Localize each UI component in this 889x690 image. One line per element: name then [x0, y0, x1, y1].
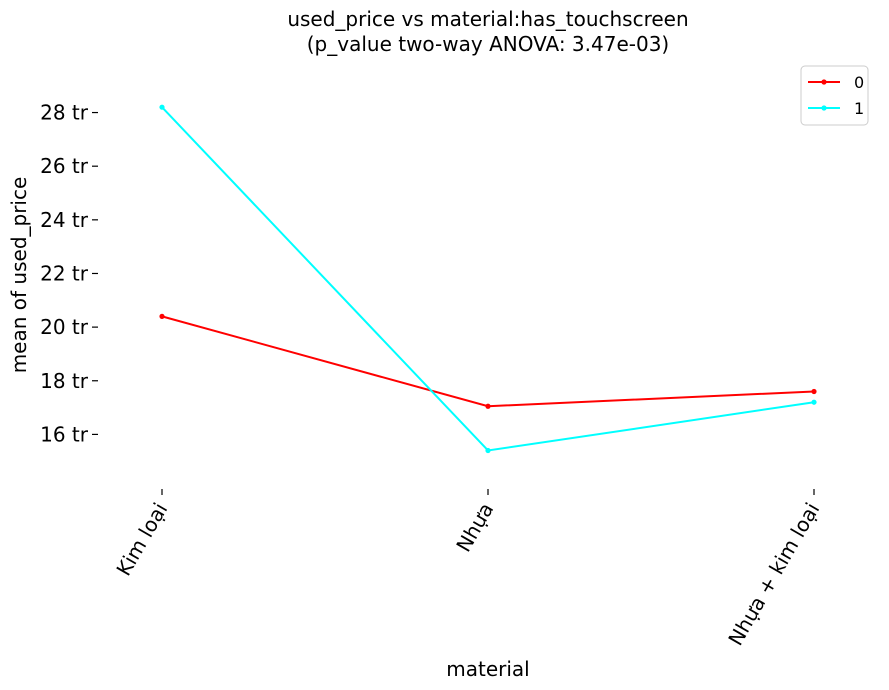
data-point-1	[159, 104, 165, 110]
legend-label-1: 1	[854, 99, 864, 118]
series-line-0	[161, 315, 815, 408]
data-point-0	[811, 388, 817, 395]
x-tick-label: Nhựa + kim loại	[723, 499, 824, 650]
y-tick-label: 22 tr	[40, 261, 89, 285]
legend-entries: 01	[808, 73, 864, 118]
x-axis-ticks: Kim loại Nhựa Nhựa + kim loại	[111, 489, 824, 650]
data-point-0	[159, 313, 165, 319]
y-axis-label: mean of used_price	[7, 177, 31, 374]
x-axis-label: material	[446, 657, 529, 681]
series-layer	[159, 104, 817, 454]
chart-title-line2: (p_value two-way ANOVA: 3.47e-03)	[307, 32, 669, 56]
data-point-1	[811, 399, 817, 405]
data-point-0	[485, 403, 491, 409]
legend-box	[800, 65, 869, 126]
y-tick-label: 20 tr	[40, 315, 89, 339]
x-tick-label: Nhựa	[451, 499, 498, 557]
legend-marker-0	[821, 79, 827, 85]
x-tick-label: Kim loại	[111, 499, 172, 580]
legend: 01	[800, 65, 869, 126]
y-tick-label: 24 tr	[40, 208, 89, 232]
chart-title-line1: used_price vs material:has_touchscreen	[287, 7, 688, 31]
series-line-1	[161, 106, 815, 452]
y-tick-label: 26 tr	[40, 154, 89, 178]
legend-marker-1	[821, 105, 827, 111]
y-axis-ticks: 16 tr 18 tr 20 tr 22 tr 24 tr 26 tr 28 tr	[40, 101, 98, 446]
data-point-1	[485, 447, 491, 454]
y-tick-label: 16 tr	[40, 422, 89, 446]
legend-label-0: 0	[854, 73, 864, 92]
y-tick-label: 18 tr	[40, 369, 89, 393]
y-tick-label: 28 tr	[40, 101, 89, 125]
